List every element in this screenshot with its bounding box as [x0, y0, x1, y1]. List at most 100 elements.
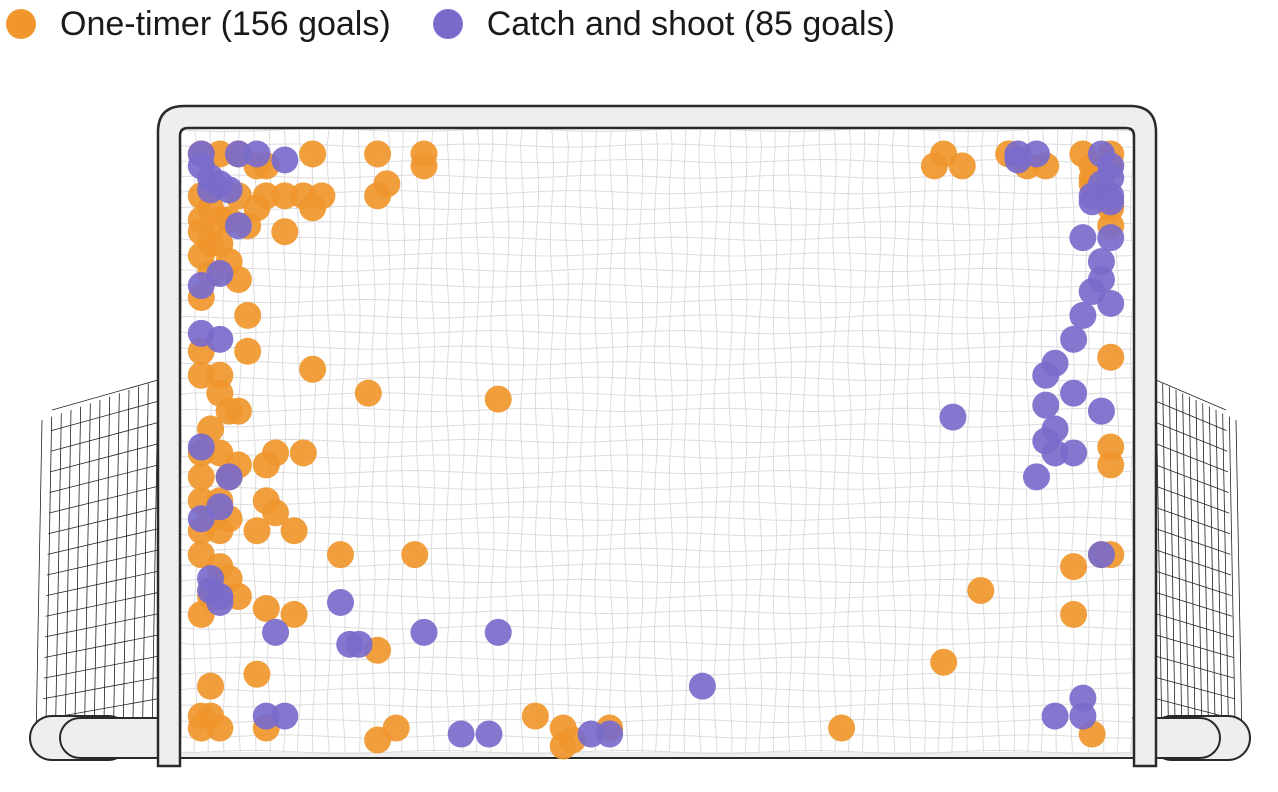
- catch-and-shoot-point: [1022, 463, 1050, 491]
- catch-and-shoot-point: [596, 720, 624, 748]
- side-net-line: [103, 396, 111, 741]
- one-timer-point: [930, 648, 958, 676]
- catch-and-shoot-point: [262, 618, 290, 646]
- net-line: [179, 516, 1133, 521]
- side-net-line: [48, 507, 159, 535]
- side-net-line: [1168, 386, 1176, 741]
- catch-and-shoot-point: [1069, 684, 1097, 712]
- side-net-line: [1155, 400, 1227, 431]
- net-line: [179, 656, 1133, 661]
- catch-and-shoot-point: [271, 146, 299, 174]
- catch-and-shoot-point: [1097, 224, 1125, 252]
- net-line: [862, 129, 867, 753]
- net-line: [415, 129, 421, 753]
- catch-and-shoot-swatch-icon: [432, 9, 463, 39]
- side-net-line: [45, 592, 159, 617]
- catch-and-shoot-point: [1022, 140, 1050, 168]
- side-net-line: [1155, 422, 1228, 452]
- net-line: [639, 129, 644, 753]
- net-line: [534, 129, 540, 753]
- one-timer-point: [299, 194, 327, 222]
- catch-and-shoot-point: [1041, 439, 1069, 467]
- one-timer-point: [187, 714, 215, 742]
- net-line: [624, 129, 629, 753]
- side-net-line: [47, 528, 159, 555]
- side-net-line: [1215, 409, 1223, 741]
- goal-frame: [156, 104, 1158, 768]
- one-timer-point: [326, 541, 354, 569]
- one-timer-point: [410, 152, 438, 180]
- catch-and-shoot-point: [1032, 361, 1060, 389]
- catch-and-shoot-point: [243, 140, 271, 168]
- catch-and-shoot-point: [336, 630, 364, 658]
- side-net-line: [1155, 677, 1235, 700]
- net-line: [179, 174, 1133, 179]
- net-line: [179, 345, 1133, 350]
- one-timer-point: [280, 600, 308, 628]
- one-timer-point: [271, 182, 299, 210]
- one-timer-point: [1060, 600, 1088, 628]
- catch-and-shoot-point: [1078, 182, 1106, 210]
- side-net-line: [51, 400, 159, 432]
- one-timer-point: [234, 337, 262, 365]
- one-timer-point: [280, 517, 308, 545]
- side-net-line: [112, 393, 120, 741]
- side-net-line: [1208, 406, 1216, 741]
- side-net-line: [1155, 485, 1230, 514]
- net-line: [728, 129, 733, 753]
- legend-label-catch-and-shoot: Catch and shoot (85 goals): [486, 5, 895, 43]
- net-line: [683, 129, 688, 753]
- one-timer-point: [484, 385, 512, 413]
- one-timer-point: [967, 577, 995, 604]
- catch-and-shoot-point: [1069, 224, 1097, 252]
- net-line: [179, 376, 1133, 381]
- legend-label-one-timer: One-timer (156 goals): [60, 5, 391, 43]
- catch-and-shoot-point: [1097, 289, 1125, 317]
- net-line: [549, 129, 554, 753]
- side-net-line: [35, 419, 43, 741]
- one-timer-point: [1097, 451, 1125, 479]
- one-timer-point: [224, 397, 252, 425]
- net-line: [445, 129, 450, 753]
- side-net-line: [48, 485, 159, 514]
- net-line: [921, 129, 926, 753]
- one-timer-point: [206, 714, 234, 742]
- net-line: [966, 129, 971, 753]
- side-net-line: [1155, 464, 1229, 493]
- one-timer-point: [948, 152, 976, 180]
- one-timer-point: [271, 218, 299, 246]
- net-line: [179, 143, 1133, 148]
- catch-and-shoot-point: [1060, 439, 1088, 467]
- one-timer-point: [920, 152, 948, 180]
- side-net-line: [46, 549, 159, 576]
- net-line: [179, 734, 1133, 739]
- side-net-line: [49, 464, 159, 493]
- net-line: [179, 438, 1133, 444]
- legend-item-one-timer[interactable]: One-timer (156 goals): [6, 4, 391, 44]
- catch-and-shoot-point: [1060, 325, 1088, 353]
- net-line: [179, 407, 1133, 413]
- side-net-line: [74, 406, 82, 741]
- net-line: [179, 205, 1133, 210]
- net-line: [594, 129, 599, 753]
- one-timer-point: [243, 517, 271, 545]
- catch-and-shoot-point: [1069, 301, 1097, 329]
- side-net-line: [43, 677, 159, 700]
- one-timer-point: [252, 594, 280, 622]
- one-timer-point: [364, 726, 392, 754]
- net-line: [179, 252, 1133, 257]
- net-line: [179, 298, 1133, 304]
- one-timer-point: [262, 499, 290, 527]
- one-timer-point: [828, 714, 856, 742]
- catch-and-shoot-point: [1087, 541, 1115, 569]
- legend-item-catch-and-shoot[interactable]: Catch and shoot (85 goals): [432, 4, 895, 44]
- one-timer-point: [1097, 343, 1125, 371]
- one-timer-point: [289, 439, 317, 467]
- net-line: [475, 129, 480, 753]
- side-net-line: [141, 383, 149, 741]
- net-grid: [177, 127, 1135, 755]
- side-net-line: [64, 409, 72, 741]
- net-line: [179, 749, 1133, 755]
- catch-and-shoot-point: [1032, 391, 1060, 419]
